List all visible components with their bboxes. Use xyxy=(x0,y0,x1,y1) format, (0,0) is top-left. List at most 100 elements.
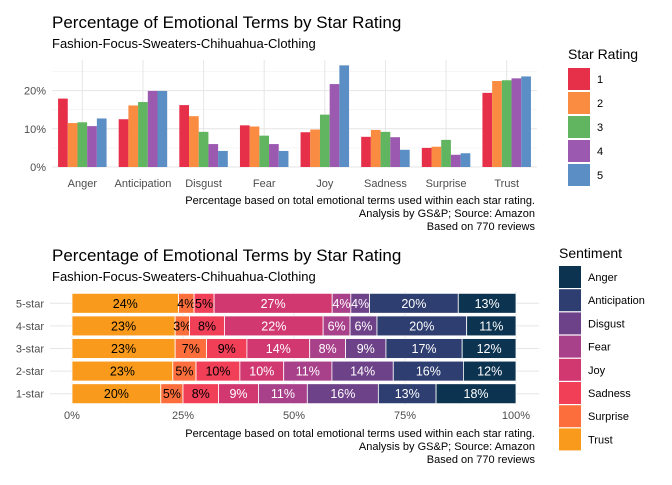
segment-label: 7% xyxy=(182,342,200,356)
segment-label: 8% xyxy=(198,319,216,333)
bar-disgust-5 xyxy=(218,150,228,167)
segment-2-star-anger xyxy=(463,360,517,382)
bar-disgust-4 xyxy=(208,144,219,167)
segment-label: 3% xyxy=(173,319,191,333)
bar-joy-2 xyxy=(310,129,320,167)
legend-swatch-anticipation xyxy=(559,289,581,312)
x-tick-label: 0% xyxy=(64,410,80,422)
segment-label: 13% xyxy=(475,297,500,311)
bar-joy-4 xyxy=(329,84,340,167)
segment-label: 16% xyxy=(416,365,441,379)
bar-trust-4 xyxy=(511,78,522,167)
segment-label: 18% xyxy=(464,387,489,401)
chart-title-bottom: Percentage of Emotional Terms by Star Ra… xyxy=(52,246,401,265)
segment-label: 5% xyxy=(163,387,181,401)
bar-fear-5 xyxy=(278,150,289,167)
legend-swatch-anger xyxy=(559,266,581,288)
y-tick-label: 0% xyxy=(30,162,46,174)
legend-swatch-1 xyxy=(568,68,590,90)
segment-label: 20% xyxy=(401,297,426,311)
y-tick-label: 2-star xyxy=(16,366,44,378)
caption-line-2-top: Analysis by GS&P; Source: Amazon xyxy=(359,208,535,220)
segment-label: 9% xyxy=(229,387,247,401)
segment-label: 8% xyxy=(319,342,337,356)
legend-label: 1 xyxy=(597,74,603,86)
bar-anticipation-5 xyxy=(157,90,168,167)
x-tick-label: Surprise xyxy=(426,178,467,190)
x-tick-label: Joy xyxy=(316,178,334,190)
bar-trust-5 xyxy=(521,76,531,167)
bar-fear-2 xyxy=(249,126,260,167)
bar-sadness-4 xyxy=(390,137,400,167)
bar-sadness-3 xyxy=(380,131,391,167)
legend-swatch-4 xyxy=(568,140,590,162)
bars-top xyxy=(58,65,531,167)
segment-label: 9% xyxy=(218,342,236,356)
caption-line-3-bottom: Based on 770 reviews xyxy=(427,454,536,466)
legend-label: Fear xyxy=(588,342,611,354)
bar-trust-1 xyxy=(482,92,493,167)
stacked-bar-chart: Percentage of Emotional Terms by Star Ra… xyxy=(16,245,645,466)
x-tick-label: 25% xyxy=(172,410,194,422)
chart-subtitle-bottom: Fashion-Focus-Sweaters-Chihuahua-Clothin… xyxy=(52,269,316,284)
bar-disgust-1 xyxy=(179,105,190,167)
bar-sadness-2 xyxy=(370,129,381,167)
segment-label: 9% xyxy=(357,342,375,356)
bar-surprise-3 xyxy=(441,139,451,167)
segment-label: 16% xyxy=(330,387,355,401)
x-tick-label: Sadness xyxy=(364,178,407,190)
legend-label: Surprise xyxy=(588,411,629,423)
segment-label: 20% xyxy=(104,387,129,401)
bar-fear-3 xyxy=(259,135,270,167)
legend-swatch-trust xyxy=(559,428,581,451)
legend-title-top: Star Rating xyxy=(568,46,638,62)
legend-swatch-disgust xyxy=(559,312,581,335)
segment-4-star-anger xyxy=(466,315,517,337)
segment-label: 22% xyxy=(261,319,286,333)
legend-swatch-surprise xyxy=(559,405,581,428)
legend-title-bottom: Sentiment xyxy=(559,245,622,261)
segment-1-star-anger xyxy=(435,383,517,405)
legend-label: Trust xyxy=(588,434,613,446)
grouped-bar-chart: Percentage of Emotional Terms by Star Ra… xyxy=(24,13,638,233)
segment-label: 8% xyxy=(192,387,210,401)
bar-surprise-2 xyxy=(431,146,442,167)
caption-line-3-top: Based on 770 reviews xyxy=(427,221,536,233)
bar-surprise-1 xyxy=(421,147,432,167)
segment-label: 27% xyxy=(261,297,286,311)
y-tick-label: 3-star xyxy=(16,344,44,356)
legend-label: Sadness xyxy=(588,388,631,400)
bar-surprise-5 xyxy=(460,153,471,167)
segment-label: 10% xyxy=(249,365,274,379)
bars-bottom: 24% 4% 5% 27% 4% 4% 20% 13%23% 3% 8% 22% 6% 6% 20% 11%… xyxy=(71,292,517,405)
bar-joy-1 xyxy=(300,132,311,167)
legend-label: Joy xyxy=(588,365,606,377)
bar-anticipation-1 xyxy=(118,119,129,167)
segment-label: 23% xyxy=(111,342,136,356)
bar-trust-3 xyxy=(501,80,512,167)
segment-label: 10% xyxy=(205,365,230,379)
legend-swatch-joy xyxy=(559,358,581,381)
legend-label: 2 xyxy=(597,98,603,110)
bar-anger-1 xyxy=(58,98,68,167)
x-tick-label: Fear xyxy=(253,178,276,190)
legend-swatch-sadness xyxy=(559,382,581,404)
bar-anticipation-4 xyxy=(147,90,158,167)
segment-label: 17% xyxy=(412,342,437,356)
y-axis-ticks-bottom: 5-star 4-star 3-star 2-star 1-star xyxy=(16,298,44,400)
segment-label: 14% xyxy=(266,342,291,356)
bar-joy-3 xyxy=(319,114,330,167)
bar-trust-2 xyxy=(492,81,502,167)
x-tick-label: Anger xyxy=(68,178,98,190)
caption-line-1-bottom: Percentage based on total emotional term… xyxy=(185,428,535,440)
y-tick-label: 1-star xyxy=(16,389,44,401)
segment-5-star-anger xyxy=(457,292,517,314)
y-tick-label: 10% xyxy=(24,124,46,136)
x-axis-ticks-bottom: 0% 25% 50% 75% 100% xyxy=(64,410,530,422)
segment-label: 11% xyxy=(296,365,320,379)
bar-surprise-4 xyxy=(450,154,461,167)
caption-line-1-top: Percentage based on total emotional term… xyxy=(185,195,535,207)
bar-anger-5 xyxy=(96,118,107,167)
segment-3-star-anger xyxy=(461,338,517,359)
